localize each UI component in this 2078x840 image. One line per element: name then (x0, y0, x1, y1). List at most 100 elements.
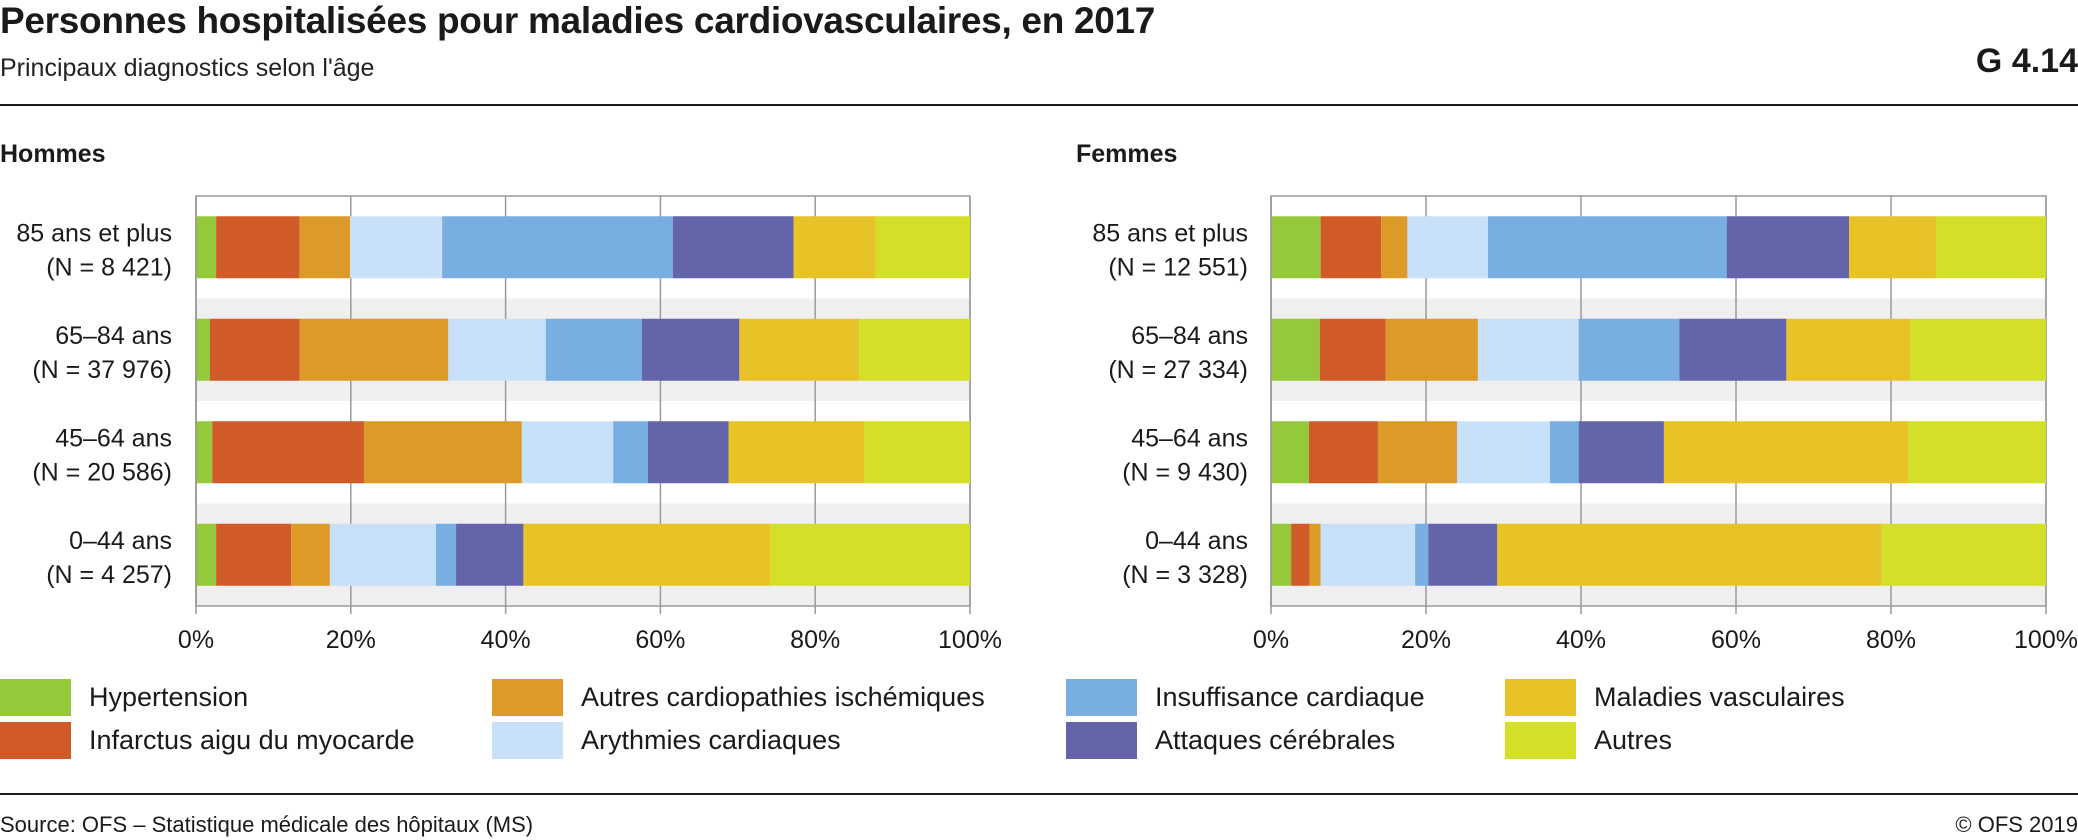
category-label: 0–44 ans (1145, 527, 1248, 555)
category-label: 45–64 ans (55, 424, 172, 452)
copyright: © OFS 2019 (1955, 812, 2078, 837)
bar-segment (442, 216, 673, 279)
bar-segment (641, 318, 740, 381)
bar-segment (1488, 216, 1727, 279)
legend-label: Insuffisance cardiaque (1155, 682, 1425, 712)
bar-segment (1726, 216, 1850, 279)
category-count-label: (N = 4 257) (46, 561, 172, 589)
bar-segment (864, 421, 970, 484)
x-tick-label: 60% (635, 626, 685, 654)
bar-segment (859, 318, 970, 381)
bar-segment (728, 421, 865, 484)
legend-swatch (492, 722, 563, 759)
legend-swatch (1066, 679, 1137, 716)
bar-segment (1881, 523, 2046, 586)
bar-segment (1271, 318, 1320, 381)
bar-segment (648, 421, 729, 484)
bar-segment (435, 523, 457, 586)
legend-label: Autres (1594, 725, 1673, 755)
panel-title-femmes: Femmes (1076, 140, 1178, 168)
bar-segment (329, 523, 436, 586)
bar-segment (1415, 523, 1429, 586)
bar-segment (209, 318, 300, 381)
bar-segment (1663, 421, 1909, 484)
footer-divider (0, 793, 2078, 795)
bar-segment (1550, 421, 1579, 484)
legend-swatch (0, 722, 71, 759)
category-label: 65–84 ans (55, 322, 172, 350)
bar-segment (196, 421, 213, 484)
category-count-label: (N = 9 430) (1122, 458, 1248, 486)
bar-segment (1319, 318, 1386, 381)
bar-segment (196, 523, 217, 586)
bar-segment (216, 216, 300, 279)
chart-panel-femmes: 0% 20% 40% 60% 80% 100% 85 ans et plus (N = 12 … (1092, 195, 2078, 654)
bar-segment (1578, 318, 1680, 381)
legend-swatch (1505, 679, 1576, 716)
legend-label: Hypertension (89, 682, 249, 712)
category-label: 65–84 ans (1131, 322, 1248, 350)
legend-label: Autres cardiopathies ischémiques (581, 682, 985, 712)
source-note: Source: OFS – Statistique médicale des h… (0, 812, 534, 837)
bar-segment (1849, 216, 1936, 279)
x-tick-label: 20% (326, 626, 376, 654)
x-tick-label: 60% (1711, 626, 1761, 654)
category-count-label: (N = 27 334) (1108, 356, 1248, 384)
category-label: 45–64 ans (1131, 424, 1248, 452)
x-tick-label: 80% (790, 626, 840, 654)
bar-segment (1679, 318, 1787, 381)
x-tick-label: 0% (1253, 626, 1289, 654)
bar-segment (1910, 318, 2046, 381)
bar-segment (1497, 523, 1882, 586)
bar-segment (1908, 421, 2046, 484)
bar-segment (672, 216, 794, 279)
category-label: 85 ans et plus (1092, 219, 1248, 247)
bar-segment (1786, 318, 1911, 381)
legend-swatch (492, 679, 563, 716)
bar-segment (1320, 216, 1382, 279)
bar-segment (1309, 523, 1321, 586)
bar-segment (1385, 318, 1478, 381)
bar-segment (196, 216, 217, 279)
x-tick-label: 100% (938, 626, 1002, 654)
bar-segment (1477, 318, 1579, 381)
category-count-label: (N = 12 551) (1108, 253, 1248, 281)
bar-segment (1428, 523, 1498, 586)
legend-swatch (0, 679, 71, 716)
category-label: 0–44 ans (69, 527, 172, 555)
category-label: 85 ans et plus (16, 219, 172, 247)
bar-segment (739, 318, 860, 381)
bar-segment (1381, 216, 1408, 279)
legend-label: Infarctus aigu du myocarde (89, 725, 415, 755)
panel-title-hommes: Hommes (0, 140, 106, 168)
bar-segment (1578, 421, 1664, 484)
bar-segment (363, 421, 522, 484)
chart-title: Personnes hospitalisées pour maladies ca… (0, 0, 1156, 41)
legend-swatch (1505, 722, 1576, 759)
bar-segment (1935, 216, 2046, 279)
header-divider (0, 104, 2078, 106)
bar-segment (1271, 421, 1309, 484)
bar-segment (613, 421, 649, 484)
bar-segment (545, 318, 642, 381)
bar-segment (299, 216, 351, 279)
x-tick-label: 40% (1556, 626, 1606, 654)
bar-segment (456, 523, 524, 586)
legend-label: Arythmies cardiaques (581, 725, 841, 755)
figure-code: G 4.14 (1975, 42, 2078, 80)
bar-segment (350, 216, 443, 279)
x-tick-label: 20% (1401, 626, 1451, 654)
bar-segment (793, 216, 876, 279)
legend-label: Attaques cérébrales (1155, 725, 1396, 755)
chart-panel-hommes: 0% 20% 40% 60% 80% 100% 85 ans et plus (N = 8 4… (16, 195, 1002, 654)
bar-segment (1271, 216, 1321, 279)
x-tick-label: 80% (1866, 626, 1916, 654)
bar-segment (1308, 421, 1378, 484)
bar-segment (212, 421, 364, 484)
bar-segment (196, 318, 210, 381)
bar-segment (770, 523, 970, 586)
x-tick-label: 40% (481, 626, 531, 654)
bar-segment (523, 523, 771, 586)
bar-segment (1407, 216, 1488, 279)
